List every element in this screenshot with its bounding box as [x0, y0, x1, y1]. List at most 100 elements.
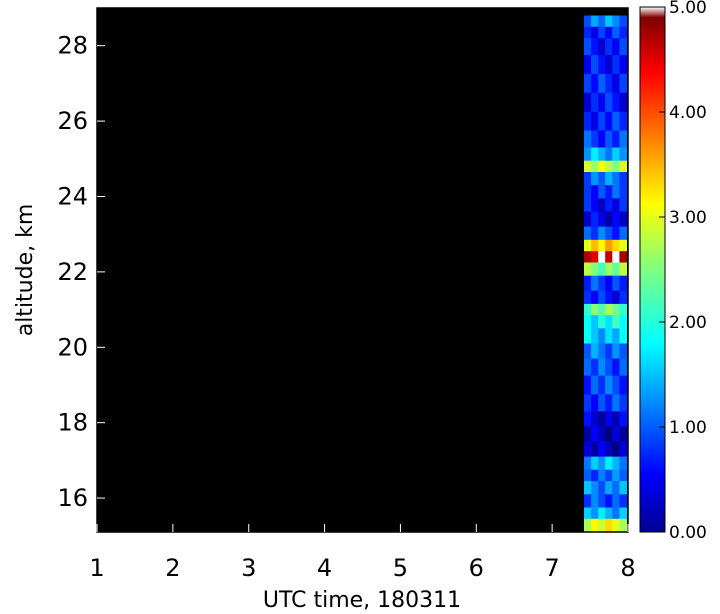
heatmap-cell	[619, 481, 627, 495]
heatmap-cell	[605, 55, 613, 75]
heatmap-cell	[619, 426, 627, 442]
heatmap-cell	[619, 518, 627, 533]
heatmap-cell	[591, 494, 599, 508]
heatmap-cell	[619, 262, 627, 277]
heatmap-cell	[591, 290, 599, 305]
heatmap-cell	[619, 147, 627, 162]
heatmap-cell	[612, 15, 620, 28]
heatmap-cell	[612, 481, 620, 495]
heatmap-cell	[591, 160, 599, 173]
heatmap-cell	[605, 15, 613, 28]
heatmap-cell	[591, 198, 599, 213]
heatmap-cell	[612, 26, 620, 39]
heatmap-cell	[584, 315, 592, 329]
heatmap-cell	[605, 456, 613, 471]
heatmap-cell	[584, 172, 592, 186]
y-axis-label: altitude, km	[13, 204, 38, 337]
heatmap-cell	[584, 38, 592, 56]
heatmap-cell	[598, 55, 606, 75]
heatmap-cell	[584, 251, 592, 263]
heatmap-cell	[598, 147, 606, 162]
heatmap-cell	[605, 358, 613, 377]
heatmap-cell	[605, 469, 613, 482]
heatmap-cell	[584, 518, 592, 533]
heatmap-cell	[619, 172, 627, 186]
heatmap-cell	[619, 239, 627, 252]
heatmap-cell	[612, 426, 620, 442]
heatmap-cell	[605, 160, 613, 173]
heatmap-cell	[591, 92, 599, 113]
heatmap-cell	[605, 211, 613, 228]
heatmap-cell	[584, 343, 592, 360]
heatmap-cell	[584, 481, 592, 495]
heatmap-cell	[612, 394, 620, 412]
heatmap-cell	[612, 375, 620, 395]
heatmap-cell	[598, 328, 606, 344]
heatmap-cell	[598, 198, 606, 213]
heatmap-cell	[584, 198, 592, 213]
heatmap-cell	[612, 74, 620, 94]
plot-area	[97, 8, 628, 532]
heatmap-cell	[598, 358, 606, 377]
heatmap-cell	[584, 262, 592, 277]
heatmap-cell	[612, 518, 620, 533]
heatmap-cell	[605, 411, 613, 427]
colorbar-ticks: 0.00 1.00 2.00 3.00 4.00 5.00	[659, 0, 707, 543]
heatmap-cell	[619, 26, 627, 39]
heatmap-cell	[591, 481, 599, 495]
heatmap-cell	[591, 74, 599, 94]
heatmap-cell	[605, 343, 613, 360]
heatmap-cell	[619, 211, 627, 228]
heatmap-cell	[605, 290, 613, 305]
heatmap-cell	[598, 160, 606, 173]
heatmap-cell	[619, 494, 627, 508]
heatmap-cell	[591, 15, 599, 28]
heatmap-cell	[584, 92, 592, 113]
heatmap-cell	[612, 172, 620, 186]
heatmap-cell	[598, 74, 606, 94]
heatmap-cell	[619, 358, 627, 377]
heatmap-cell	[598, 130, 606, 148]
heatmap-cell	[619, 38, 627, 56]
heatmap-cell	[584, 358, 592, 377]
heatmap-cell	[584, 239, 592, 252]
heatmap-cell	[612, 411, 620, 427]
heatmap-cell	[605, 74, 613, 94]
heatmap-cell	[612, 343, 620, 360]
heatmap-cells	[584, 15, 627, 533]
heatmap-cell	[619, 275, 627, 292]
heatmap-cell	[619, 375, 627, 395]
heatmap-cell	[619, 185, 627, 199]
heatmap-cell	[605, 26, 613, 39]
heatmap-cell	[605, 328, 613, 344]
heatmap-cell	[612, 226, 620, 241]
heatmap-cell	[612, 38, 620, 56]
heatmap-cell	[612, 303, 620, 316]
heatmap-cell	[591, 394, 599, 412]
heatmap-cell	[598, 15, 606, 28]
heatmap-cell	[584, 469, 592, 482]
heatmap-cell	[598, 239, 606, 252]
heatmap-cell	[612, 441, 620, 458]
heatmap-cell	[598, 456, 606, 471]
heatmap-cell	[612, 239, 620, 252]
heatmap-cell	[612, 55, 620, 75]
heatmap-cell	[584, 456, 592, 471]
heatmap-cell	[598, 290, 606, 305]
heatmap-cell	[584, 26, 592, 39]
heatmap-cell	[584, 426, 592, 442]
heatmap-cell	[605, 518, 613, 533]
heatmap-cell	[605, 441, 613, 458]
y-tick-label: 26	[57, 107, 88, 135]
heatmap-cell	[584, 111, 592, 131]
colorbar-tick-label: 4.00	[669, 103, 707, 123]
heatmap-cell	[619, 226, 627, 241]
heatmap-cell	[598, 92, 606, 113]
heatmap-cell	[591, 130, 599, 148]
heatmap-cell	[584, 160, 592, 173]
heatmap-cell	[584, 226, 592, 241]
heatmap-cell	[619, 456, 627, 471]
y-tick-label: 16	[57, 484, 88, 512]
heatmap-cell	[591, 303, 599, 316]
heatmap-cell	[619, 315, 627, 329]
